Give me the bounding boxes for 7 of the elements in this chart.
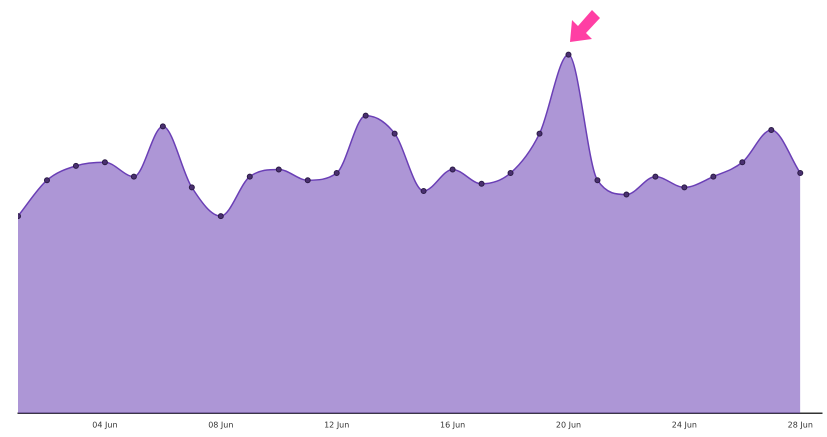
x-tick-label: 20 Jun — [556, 420, 582, 430]
x-tick-label: 12 Jun — [324, 420, 350, 430]
x-tick-label: 16 Jun — [440, 420, 466, 430]
x-tick-label: 24 Jun — [672, 420, 697, 430]
x-tick-label: 08 Jun — [208, 420, 234, 430]
x-tick-label: 04 Jun — [92, 420, 118, 430]
x-tick-label: 28 Jun — [788, 420, 813, 430]
